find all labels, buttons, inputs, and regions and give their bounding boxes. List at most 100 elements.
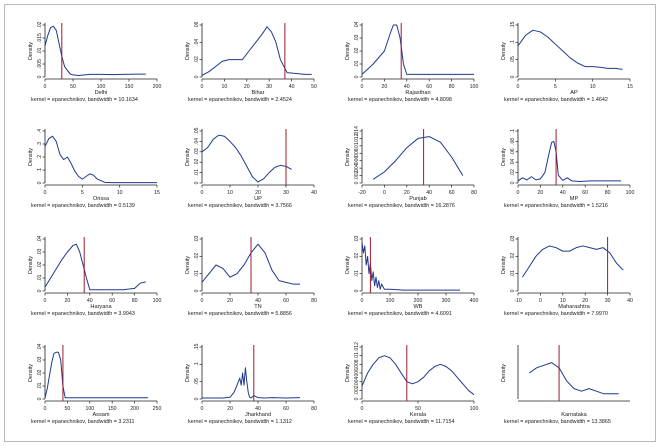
x-tick-label: 40	[560, 190, 566, 196]
y-tick-label: .15	[194, 343, 200, 350]
y-tick-label: 0	[194, 289, 200, 292]
x-tick-label: 60	[109, 298, 115, 304]
y-axis-title: Density	[501, 256, 507, 274]
panel-bihar: 0 10 20 30 40 50 0 .02 .04 .06 Density Biharkernel …	[185, 21, 317, 103]
panel-delhi: 0 50 100 150 200 0 .005 .01 .015 .02 Density Delhik…	[28, 21, 161, 103]
x-tick-label: 80	[605, 190, 611, 196]
x-tick-label: 0	[44, 406, 47, 412]
x-tick-label: 150	[108, 406, 117, 412]
kernel-note: kernel = epanechnikov, bandwidth = 2.452…	[188, 97, 292, 103]
x-tick-label: 20	[65, 298, 71, 304]
density-curve	[522, 245, 624, 278]
y-axis-title: Density	[185, 42, 191, 60]
x-tick-label: 0	[44, 298, 47, 304]
density-curve	[44, 25, 146, 76]
y-axis-title: Density	[501, 364, 507, 382]
panel-rajasthan: 0 20 40 60 80 100 0 .01 .02 .03 .04 Density Rajastha…	[345, 21, 478, 103]
y-tick-label: .06	[510, 148, 516, 155]
y-tick-label: .01	[194, 169, 200, 176]
y-axis-title: Density	[345, 42, 351, 60]
x-tick-label: 15	[627, 84, 633, 90]
y-tick-label: .012	[354, 133, 360, 143]
panel-jharkhand: 0 20 40 60 80 0 .05 .1 .15 Density Jharkhandkernel…	[185, 343, 317, 425]
x-tick-label: 100	[85, 406, 94, 412]
x-tick-label: 15	[154, 190, 160, 196]
y-tick-label: .3	[37, 142, 43, 146]
x-tick-label: 20	[538, 190, 544, 196]
y-tick-label: 0	[354, 75, 360, 78]
y-tick-label: 0	[354, 289, 360, 292]
x-axis-title: Karnataka	[561, 412, 587, 418]
y-tick-label: .02	[37, 21, 43, 28]
x-tick-label: 60	[582, 190, 588, 196]
y-tick-label: .01	[37, 274, 43, 281]
x-tick-label: 0	[361, 84, 364, 90]
panel-maharashtra: -10 0 10 20 30 40 0 .01 .02 .03 Density Maharashtra…	[501, 235, 633, 317]
x-tick-label: 100	[470, 84, 479, 90]
x-tick-label: 400	[470, 298, 479, 304]
y-tick-label: .01	[37, 47, 43, 54]
x-tick-label: 20	[404, 190, 410, 196]
y-tick-label: 0	[194, 397, 200, 400]
y-axis-title: Density	[345, 364, 351, 382]
kernel-note: kernel = epanechnikov, bandwidth = 4.609…	[348, 311, 452, 317]
x-tick-label: 10	[222, 84, 228, 90]
density-curve	[201, 134, 292, 183]
x-tick-label: 20	[227, 298, 233, 304]
y-tick-label: 0	[510, 181, 516, 184]
x-tick-label: 40	[311, 190, 317, 196]
y-tick-label: .04	[354, 21, 360, 28]
y-tick-label: .1	[37, 168, 43, 172]
y-tick-label: .04	[194, 39, 200, 46]
y-axis-title: Density	[185, 148, 191, 166]
x-tick-label: 40	[255, 406, 261, 412]
y-axis-title: Density	[28, 364, 34, 382]
y-tick-label: 0	[37, 397, 43, 400]
x-tick-label: 0	[361, 406, 364, 412]
density-figure: 0 50 100 150 2000.005.01.015.02DensityDelhik…	[28, 21, 634, 425]
y-axis-title: Density	[185, 364, 191, 382]
x-axis-title: UP	[254, 196, 262, 202]
y-axis-title: Density	[345, 256, 351, 274]
x-tick-label: 100	[153, 298, 162, 304]
x-axis-title: Rajasthan	[405, 90, 430, 96]
x-tick-label: 80	[471, 190, 477, 196]
x-tick-label: 5	[554, 84, 557, 90]
x-axis-title: Orissa	[93, 196, 110, 202]
x-axis-title: Punjab	[409, 196, 426, 202]
y-tick-label: .015	[37, 33, 43, 43]
y-tick-label: .4	[37, 129, 43, 133]
y-tick-label: .05	[194, 378, 200, 385]
kernel-note: kernel = epanechnikov, bandwidth = 11.71…	[348, 419, 455, 425]
y-tick-label: .004	[354, 163, 360, 173]
x-tick-label: 10	[590, 84, 596, 90]
x-tick-label: 20	[227, 406, 233, 412]
y-tick-label: .02	[194, 253, 200, 260]
kernel-note: kernel = epanechnikov, bandwidth = 1.131…	[188, 419, 292, 425]
y-tick-label: .1	[194, 362, 200, 366]
x-tick-label: 0	[517, 84, 520, 90]
x-tick-label: 10	[560, 298, 566, 304]
y-tick-label: .01	[194, 270, 200, 277]
x-tick-label: 50	[311, 84, 317, 90]
x-tick-label: 60	[283, 298, 289, 304]
x-tick-label: 0	[44, 190, 47, 196]
x-tick-label: 0	[44, 84, 47, 90]
kernel-note: kernel = epanechnikov, bandwidth = 3.994…	[31, 311, 135, 317]
kernel-note: kernel = epanechnikov, bandwidth = 3.756…	[188, 203, 292, 209]
y-tick-label: .006	[354, 156, 360, 166]
x-tick-label: 0	[383, 190, 386, 196]
density-curve	[361, 355, 475, 396]
x-tick-label: 40	[289, 84, 295, 90]
density-curve	[517, 140, 622, 182]
y-tick-label: .01	[354, 142, 360, 149]
x-tick-label: 40	[627, 298, 633, 304]
y-tick-label: .04	[510, 159, 516, 166]
x-tick-label: 100	[97, 84, 106, 90]
figure-frame: 0 50 100 150 200 0.005.01.015.02 Density Delhi k…	[4, 4, 656, 442]
x-tick-label: 0	[201, 190, 204, 196]
density-curve	[44, 243, 146, 291]
x-tick-label: 200	[414, 298, 423, 304]
